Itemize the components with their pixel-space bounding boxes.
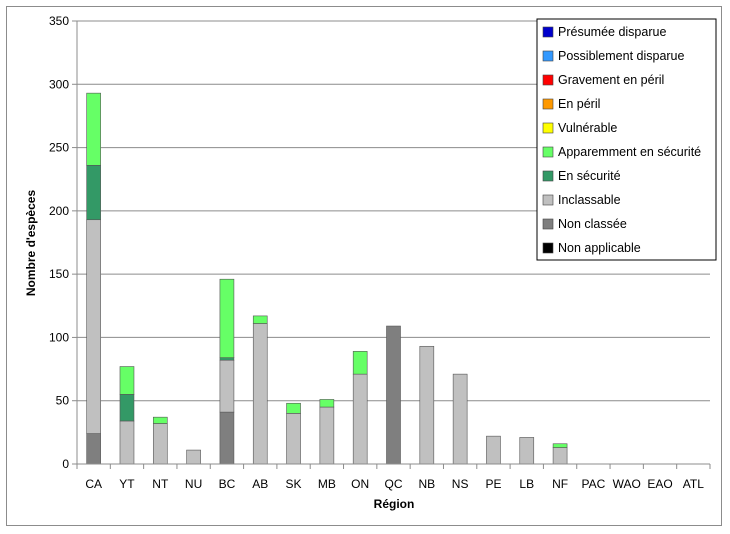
chart-frame <box>6 6 722 526</box>
bar-segment <box>486 435 501 465</box>
bar-segment <box>86 219 101 434</box>
y-tick-label: 250 <box>49 141 69 155</box>
bar-segment <box>86 164 101 221</box>
x-tick-label: NS <box>452 477 469 491</box>
bar-segment <box>286 413 301 465</box>
x-tick-label: PAC <box>581 477 605 491</box>
legend-swatch <box>542 26 554 38</box>
legend-label: En sécurité <box>558 169 621 183</box>
axes <box>72 20 711 469</box>
x-tick-label: NF <box>552 477 568 491</box>
legend-swatch <box>542 122 554 134</box>
legend-swatch <box>542 170 554 182</box>
legend-swatch <box>542 98 554 110</box>
y-tick-label: 0 <box>62 457 69 471</box>
x-tick-label: CA <box>85 477 102 491</box>
y-tick-label: 200 <box>49 204 69 218</box>
x-tick-label: SK <box>286 477 302 491</box>
bar-segment <box>119 394 135 422</box>
legend-label: En péril <box>558 97 600 111</box>
bar-segment <box>519 437 535 465</box>
bar-segment <box>252 315 268 324</box>
x-tick-label: NB <box>418 477 435 491</box>
legend-swatch <box>542 50 554 62</box>
y-tick-label: 50 <box>56 394 70 408</box>
x-axis-title: Région <box>374 497 415 511</box>
bar-segment <box>352 351 368 375</box>
bar-segment <box>219 278 235 358</box>
legend-label: Non classée <box>558 217 627 231</box>
legend-box <box>536 18 717 261</box>
legend-swatch <box>542 194 554 206</box>
legend-swatch <box>542 218 554 230</box>
x-tick-label: QC <box>385 477 403 491</box>
legend: Présumée disparue Possiblement disparue Gr… <box>536 18 717 261</box>
x-tick-label: YT <box>119 477 135 491</box>
bar-segment <box>319 399 335 408</box>
legend-label: Vulnérable <box>558 121 617 135</box>
x-tick-labels: CA YT NT NU BC AB SK MB ON QC NB NS PE LB NF PAC WAO EAO A… <box>85 477 704 491</box>
bar-segment <box>252 323 268 465</box>
bar-segment <box>419 345 435 465</box>
bar-segment <box>319 406 335 465</box>
bar-segment <box>186 449 201 465</box>
y-tick-labels: 0 50 100 150 200 250 300 350 <box>49 14 69 471</box>
bar-segment <box>119 420 135 465</box>
bars <box>86 92 568 465</box>
bar-segment <box>86 433 101 465</box>
legend-label: Présumée disparue <box>558 25 666 39</box>
x-tick-label: NU <box>185 477 202 491</box>
legend-swatch <box>542 146 554 158</box>
x-tick-label: ON <box>351 477 369 491</box>
legend-label: Apparemment en sécurité <box>558 145 701 159</box>
x-tick-label: MB <box>318 477 336 491</box>
bar-segment <box>552 447 568 465</box>
bar-segment <box>86 92 101 166</box>
x-tick-label: LB <box>519 477 534 491</box>
x-tick-label: ATL <box>683 477 704 491</box>
legend-swatch <box>542 242 554 254</box>
y-tick-label: 300 <box>49 77 69 91</box>
legend-label: Non applicable <box>558 241 641 255</box>
x-tick-label: WAO <box>613 477 641 491</box>
bar-segment <box>386 325 401 465</box>
x-tick-label: EAO <box>647 477 672 491</box>
bar-segment <box>452 373 468 465</box>
x-tick-label: PE <box>485 477 501 491</box>
y-tick-label: 150 <box>49 267 69 281</box>
bar-segment <box>152 423 168 465</box>
bar-segment <box>219 357 235 361</box>
bar-segment <box>552 443 568 448</box>
legend-swatch <box>542 74 554 86</box>
x-tick-label: AB <box>252 477 268 491</box>
bar-segment <box>152 416 168 424</box>
legend-label: Inclassable <box>558 193 621 207</box>
legend-label: Gravement en péril <box>558 73 664 87</box>
bar-segment <box>219 411 235 465</box>
bar-segment <box>286 402 301 414</box>
bar-segment <box>352 373 368 465</box>
y-tick-label: 350 <box>49 14 69 28</box>
legend-label: Possiblement disparue <box>558 49 685 63</box>
bar-segment <box>119 366 135 395</box>
y-tick-label: 100 <box>49 330 69 344</box>
y-axis-title: Nombre d'espèces <box>24 190 38 297</box>
bar-segment <box>219 359 235 413</box>
x-tick-label: BC <box>219 477 236 491</box>
x-tick-label: NT <box>152 477 169 491</box>
